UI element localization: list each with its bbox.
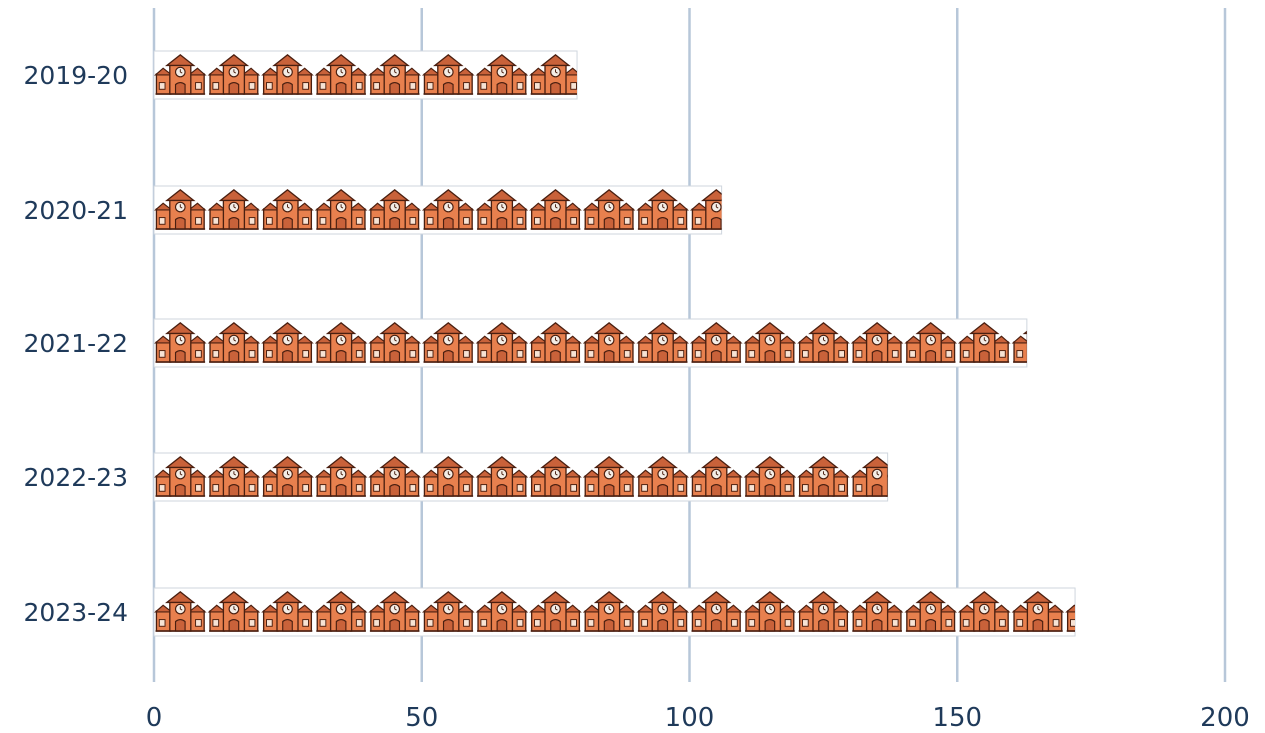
bar (153, 50, 578, 100)
bar-icons (154, 322, 1027, 363)
category-label: 2021-22 (24, 329, 128, 358)
bar (153, 318, 1028, 368)
category-label: 2022-23 (24, 463, 128, 492)
category-label: 2019-20 (24, 61, 128, 90)
bar (153, 587, 1076, 637)
x-tick-label: 200 (1200, 703, 1250, 733)
x-tick-label: 50 (405, 703, 438, 733)
label-layer: 0 50 100 150 200 2019-20 2020-21 2021-22 2022-23… (24, 61, 1250, 733)
x-tick-label: 100 (665, 703, 715, 733)
bar (153, 452, 889, 502)
category-label: 2020-21 (24, 196, 128, 225)
category-label: 2023-24 (24, 598, 128, 627)
x-tick-label: 150 (932, 703, 982, 733)
x-tick-label: 0 (146, 703, 163, 733)
bar (153, 185, 723, 235)
bar-layer (153, 50, 1076, 637)
